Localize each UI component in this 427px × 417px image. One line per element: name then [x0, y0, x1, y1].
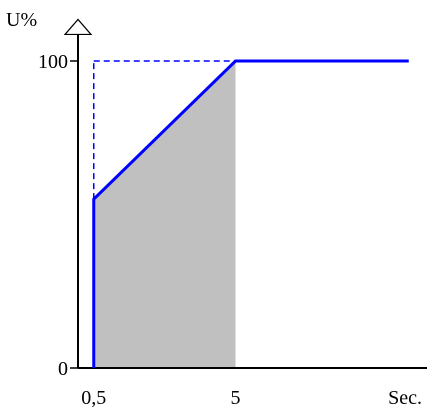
y-tick-label-100: 100	[38, 51, 68, 73]
x-tick-label-0-5: 0,5	[81, 387, 106, 409]
y-tick-label-0: 0	[58, 358, 68, 380]
series-line	[92, 59, 409, 368]
y-axis-label: U%	[6, 9, 37, 31]
x-tick-label-5: 5	[231, 387, 241, 409]
y-axis-arrow	[63, 18, 93, 36]
shaded-area	[93, 61, 236, 368]
x-axis-label: Sec.	[388, 387, 422, 409]
